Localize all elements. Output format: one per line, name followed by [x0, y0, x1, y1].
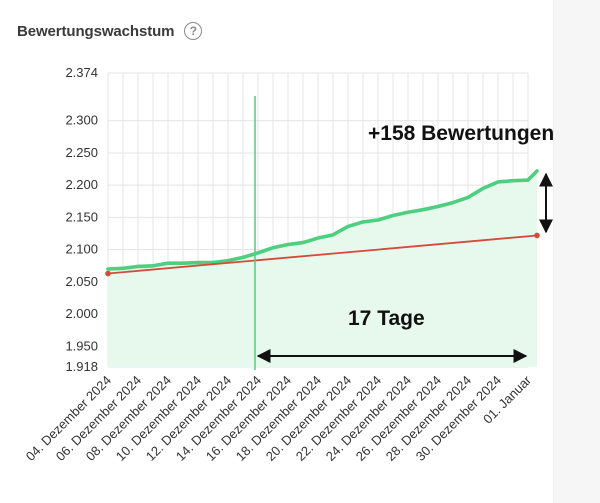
y-tick-label: 1.950	[65, 338, 98, 353]
series-area-fill	[108, 171, 537, 367]
series-fill	[108, 171, 537, 367]
chart-title: Bewertungswachstum	[17, 22, 175, 40]
span-annotation: 17 Tage	[348, 307, 425, 330]
trend-start-point	[105, 270, 111, 277]
y-tick-label: 2.000	[65, 306, 98, 321]
gain-annotation: +158 Bewertungen	[368, 122, 554, 145]
chart-header: Bewertungswachstum ?	[17, 18, 203, 44]
y-tick-label: 2.374	[65, 65, 98, 80]
trend-line	[107, 234, 538, 275]
y-tick-label: 2.200	[65, 177, 98, 192]
side-panel-edge	[553, 0, 600, 503]
y-axis-labels: 1.918 1.950 2.000 2.050 2.100 2.150 2.200 2.250…	[65, 65, 98, 374]
trend-end-point	[534, 232, 540, 239]
help-icon[interactable]: ?	[184, 22, 203, 40]
y-tick-label: 2.050	[65, 274, 98, 289]
growth-series-line	[106, 169, 539, 271]
y-tick-label: 1.918	[65, 359, 98, 374]
y-tick-label: 2.300	[65, 113, 98, 128]
y-tick-label: 2.250	[65, 145, 98, 160]
series-lines	[105, 96, 540, 370]
annotations: +158 Bewertungen 17 Tage	[256, 122, 554, 363]
y-tick-label: 2.150	[65, 209, 98, 224]
y-tick-label: 2.100	[65, 242, 98, 257]
